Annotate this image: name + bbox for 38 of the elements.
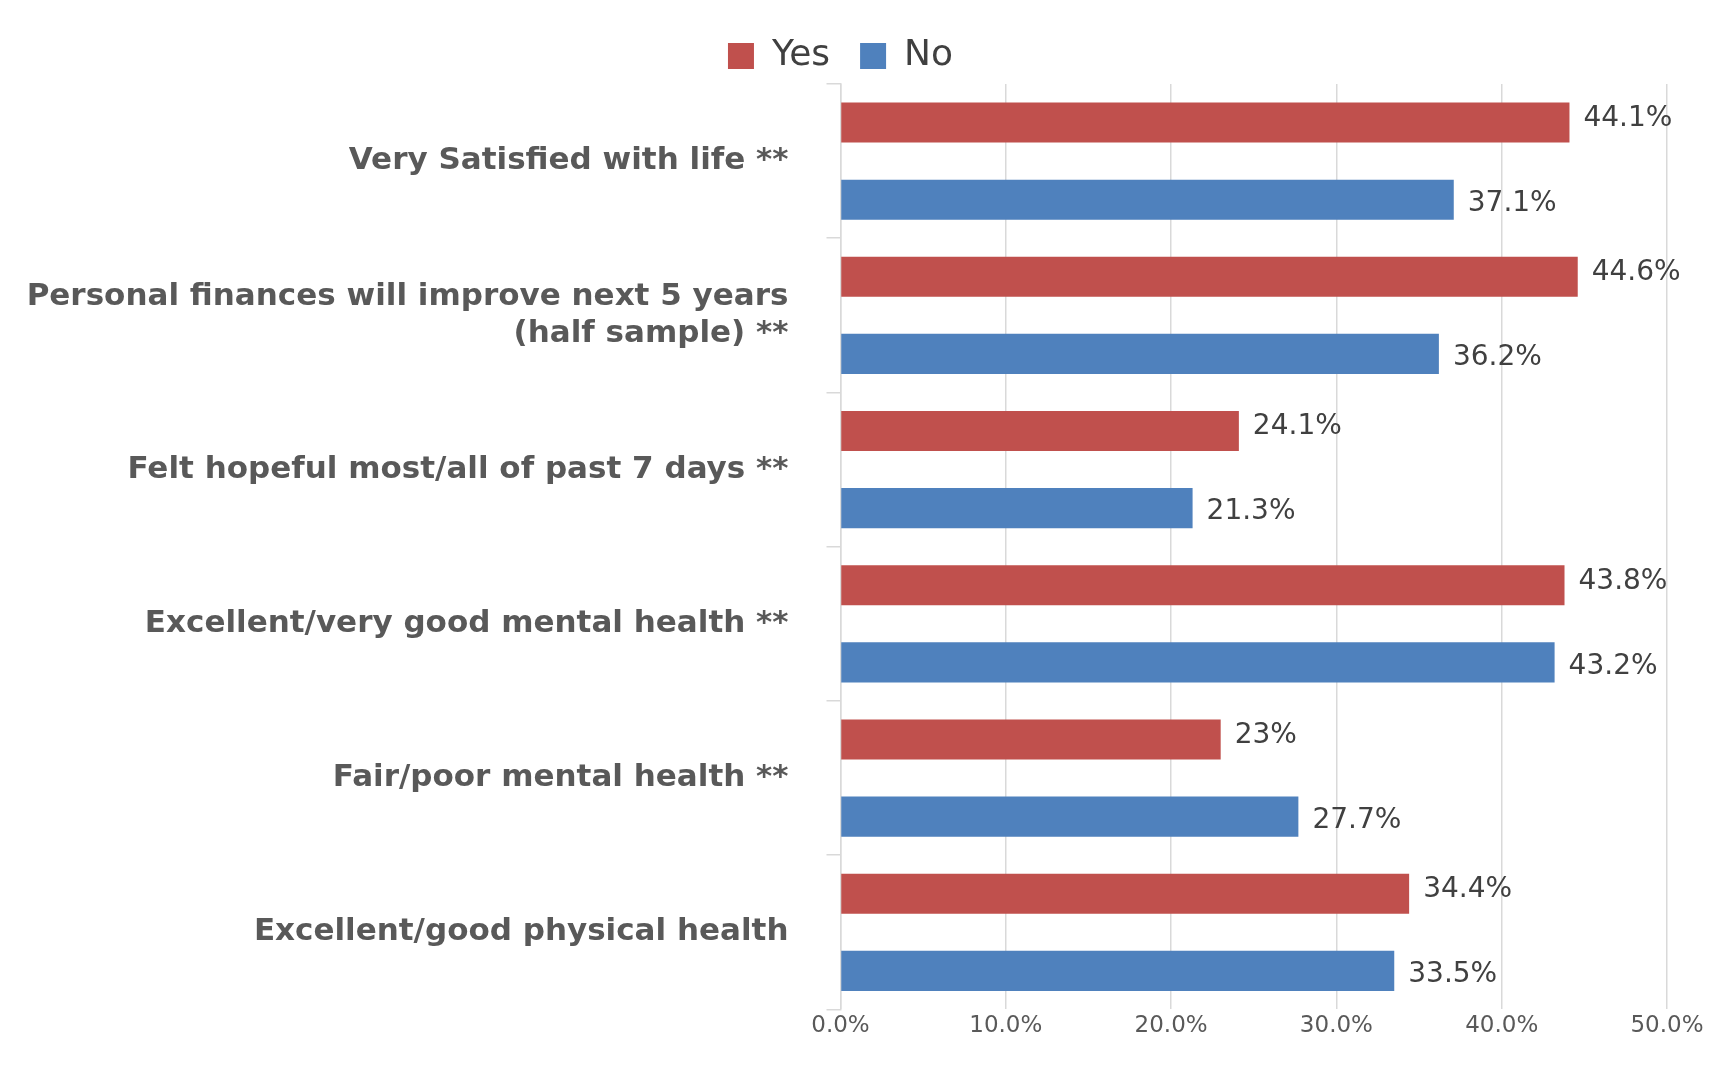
bar (841, 565, 1565, 606)
y-tick-label: Very Satisfied with life ** (348, 140, 789, 177)
data-label: 34.4% (1423, 871, 1513, 905)
x-tick-label: 20.0% (1134, 1011, 1208, 1038)
x-tick-label: 50.0% (1630, 1011, 1704, 1038)
data-label: 43.8% (1578, 562, 1668, 596)
bar (841, 333, 1439, 374)
legend-label: Yes (770, 32, 831, 74)
data-label: 37.1% (1467, 184, 1557, 218)
bar (841, 642, 1555, 683)
data-label: 44.1% (1583, 99, 1673, 133)
x-tick-label: 40.0% (1465, 1011, 1539, 1038)
bar (841, 950, 1395, 991)
data-label: 27.7% (1312, 801, 1402, 835)
bar (841, 873, 1410, 914)
bar (841, 256, 1578, 297)
y-tick-label: Fair/poor mental health ** (332, 757, 789, 794)
y-tick-label: Felt hopeful most/all of past 7 days ** (127, 448, 789, 485)
data-label: 23% (1234, 716, 1297, 750)
data-label: 21.3% (1206, 493, 1296, 527)
data-label: 24.1% (1252, 408, 1342, 442)
bar (841, 488, 1193, 529)
legend-label: No (904, 32, 954, 74)
data-label: 43.2% (1568, 647, 1658, 681)
y-tick-label: Personal finances will improve next 5 years (half sample) ** (26, 275, 789, 349)
x-tick-label: 0.0% (811, 1011, 870, 1038)
x-tick-label: 30.0% (1299, 1011, 1373, 1038)
bar (841, 719, 1221, 760)
y-tick-label: Excellent/very good mental health ** (144, 602, 789, 639)
bar (841, 102, 1570, 143)
x-tick-label: 10.0% (969, 1011, 1043, 1038)
bar (841, 179, 1454, 220)
y-tick-label: Excellent/good physical health (253, 911, 789, 948)
bar (841, 796, 1299, 837)
data-label: 33.5% (1408, 956, 1498, 990)
data-label: 36.2% (1452, 339, 1542, 373)
data-label: 44.6% (1591, 254, 1681, 288)
bar (841, 410, 1239, 452)
